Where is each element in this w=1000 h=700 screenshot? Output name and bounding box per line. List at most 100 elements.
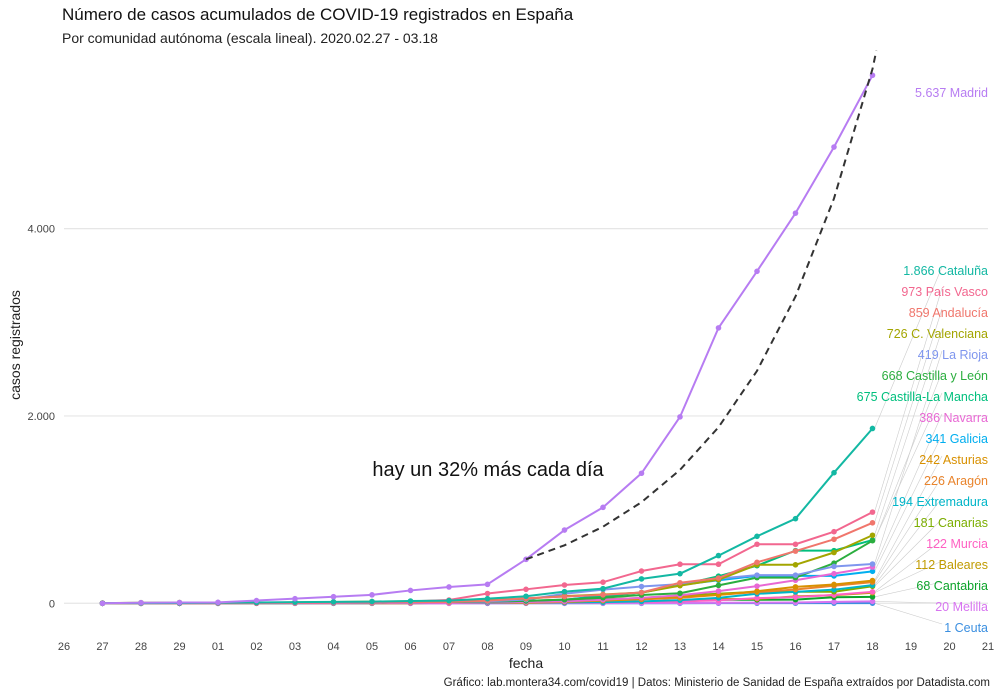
data-point — [754, 268, 760, 275]
x-tick-label: 02 — [250, 641, 262, 653]
x-tick-label: 18 — [866, 641, 878, 653]
data-point — [561, 588, 568, 595]
label-connector — [874, 350, 943, 565]
series-label: 386 Navarra — [919, 411, 988, 425]
series-lines — [99, 72, 876, 607]
data-point — [330, 593, 337, 600]
x-tick-label: 20 — [943, 641, 955, 653]
series-label: 5.637 Madrid — [915, 86, 988, 100]
label-connector — [874, 476, 943, 583]
data-point — [677, 561, 683, 568]
label-connector — [874, 539, 943, 593]
data-point — [792, 594, 799, 600]
data-point — [523, 586, 529, 593]
data-point — [792, 584, 799, 590]
series-label: 112 Baleares — [915, 558, 988, 572]
y-axis-ticks: 0 2.000 4.000 — [27, 224, 55, 611]
data-point — [831, 144, 837, 150]
label-connector — [874, 287, 943, 513]
series-label: 181 Canarias — [914, 516, 988, 530]
chart-title: Número de casos acumulados de COVID-19 r… — [62, 5, 574, 24]
data-point — [407, 598, 414, 604]
x-tick-label: 15 — [751, 641, 763, 653]
data-point — [561, 527, 568, 533]
data-point — [715, 325, 722, 331]
x-axis-ticks: 26 27 28 29 01 02 03 04 05 06 07 08 09 10 11 12 13 14 15 16… — [58, 641, 994, 653]
chart-subtitle: Por comunidad autónoma (escala lineal). … — [62, 30, 438, 46]
data-point — [831, 586, 837, 593]
x-tick-label: 08 — [481, 641, 493, 653]
data-point — [484, 581, 491, 588]
x-tick-label: 03 — [289, 641, 301, 653]
x-tick-label: 28 — [135, 641, 147, 653]
x-tick-label: 07 — [443, 641, 455, 653]
x-tick-label: 21 — [982, 641, 994, 653]
label-connector — [874, 434, 943, 572]
x-tick-label: 16 — [789, 641, 801, 653]
data-point — [638, 470, 645, 477]
data-point — [792, 515, 799, 522]
data-point — [831, 536, 837, 543]
label-connector — [874, 329, 943, 536]
data-point — [523, 593, 529, 600]
growth-annotation: hay un 32% más cada día — [372, 459, 604, 481]
label-connector — [874, 371, 943, 541]
series-label: 419 La Rioja — [918, 348, 988, 362]
series-madrid — [99, 72, 876, 607]
data-point — [792, 210, 799, 216]
data-point — [869, 598, 876, 605]
data-point — [292, 595, 298, 602]
y-tick-label: 2.000 — [27, 411, 55, 423]
data-point — [754, 583, 760, 589]
data-point — [754, 541, 760, 548]
data-point — [677, 579, 683, 586]
data-point — [831, 581, 837, 588]
label-connector — [874, 266, 943, 429]
series-line — [102, 74, 874, 605]
label-connector — [874, 308, 943, 523]
data-point — [869, 509, 876, 515]
x-tick-label: 04 — [327, 641, 339, 653]
series-label: 675 Castilla-La Mancha — [857, 390, 988, 404]
x-tick-label: 01 — [212, 641, 224, 653]
data-point — [600, 579, 606, 585]
series-label: 973 País Vasco — [901, 285, 988, 299]
data-point — [869, 589, 876, 595]
data-point — [638, 568, 645, 574]
data-point — [831, 563, 837, 570]
x-tick-label: 19 — [905, 641, 917, 653]
data-point — [869, 537, 876, 544]
series-label: 226 Aragón — [924, 474, 988, 488]
x-tick-label: 06 — [404, 641, 416, 653]
data-point — [484, 595, 491, 602]
series-label: 1 Ceuta — [944, 621, 988, 635]
series-label: 726 C. Valenciana — [887, 327, 988, 341]
series-label: 194 Extremadura — [892, 495, 988, 509]
data-point — [561, 582, 568, 588]
label-connector — [874, 497, 943, 586]
data-point — [138, 599, 144, 606]
data-point — [869, 520, 876, 526]
data-point — [600, 504, 606, 511]
series-label: 341 Galicia — [925, 432, 988, 446]
data-point — [330, 599, 337, 605]
label-connectors — [874, 266, 943, 625]
data-point — [677, 570, 683, 577]
label-connector — [874, 581, 943, 598]
data-point — [869, 577, 876, 584]
data-point — [792, 561, 799, 568]
label-connector — [874, 455, 943, 581]
data-point — [754, 588, 760, 594]
data-point — [754, 595, 760, 601]
x-tick-label: 29 — [173, 641, 185, 653]
data-point — [869, 561, 876, 567]
data-point — [715, 575, 722, 581]
data-point — [715, 588, 722, 594]
y-tick-label: 4.000 — [27, 224, 55, 236]
data-point — [869, 594, 876, 600]
x-tick-label: 10 — [558, 641, 570, 653]
label-connector — [874, 602, 943, 625]
data-point — [792, 548, 799, 554]
chart-caption: Gráfico: lab.montera34.com/covid19 | Dat… — [443, 677, 990, 689]
